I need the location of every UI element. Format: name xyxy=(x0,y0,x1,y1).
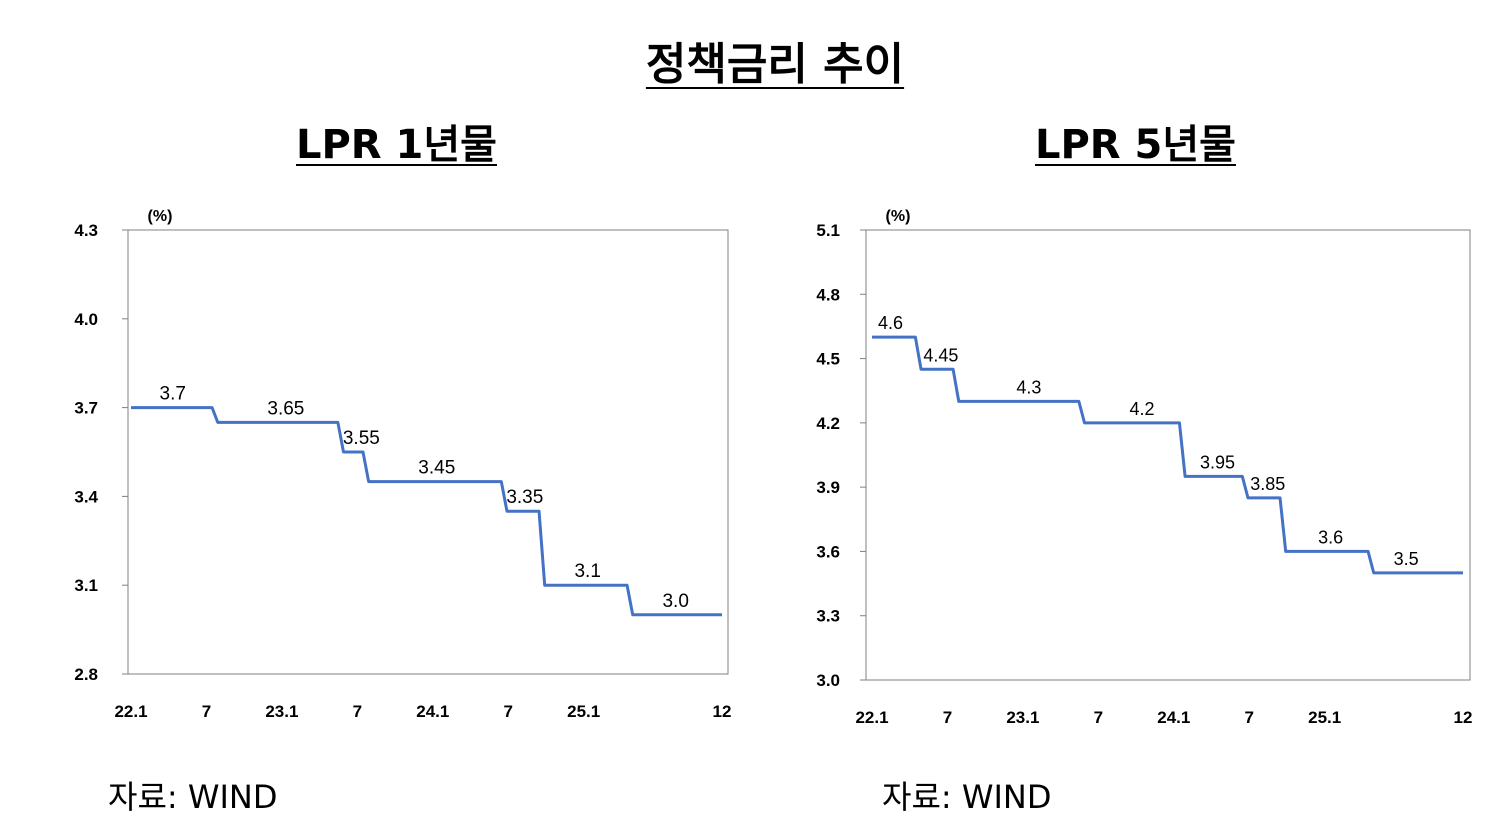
series-line xyxy=(131,406,722,617)
y-tick-label: 4.5 xyxy=(816,350,840,369)
data-label: 3.1 xyxy=(574,561,600,582)
y-tick-label: 4.8 xyxy=(816,285,840,304)
x-tick-label: 7 xyxy=(1094,708,1103,727)
x-tick-label: 22.1 xyxy=(114,702,147,721)
x-tick-label: 7 xyxy=(1244,708,1253,727)
data-label: 3.6 xyxy=(1318,527,1343,547)
x-tick-label: 23.1 xyxy=(1006,708,1039,727)
x-tick-label: 23.1 xyxy=(265,702,298,721)
y-tick-label: 4.2 xyxy=(816,414,840,433)
plot-area-frame xyxy=(127,229,729,675)
x-tick-label: 7 xyxy=(202,702,211,721)
data-label: 4.45 xyxy=(923,345,958,365)
x-tick-label: 25.1 xyxy=(1308,708,1341,727)
y-tick-label: 3.1 xyxy=(74,576,98,595)
page-title-text: 정책금리 추이 xyxy=(645,39,905,90)
source-note-left: 자료: WIND xyxy=(108,778,278,816)
y-tick-label: 3.6 xyxy=(816,542,840,561)
data-label: 3.45 xyxy=(418,458,455,479)
x-tick-label: 7 xyxy=(353,702,362,721)
x-tick-label: 24.1 xyxy=(416,702,449,721)
y-tick-label: 5.1 xyxy=(816,221,840,240)
y-tick-label: 3.9 xyxy=(816,478,840,497)
data-label: 3.7 xyxy=(160,384,186,405)
data-label: 3.65 xyxy=(267,398,304,419)
y-tick-label: 4.3 xyxy=(74,221,98,240)
data-label: 3.85 xyxy=(1250,474,1285,494)
chart-title-text: LPR 5년물 xyxy=(1035,122,1236,168)
data-label: 4.6 xyxy=(878,313,903,333)
y-unit-label: (%) xyxy=(886,208,911,225)
data-label: 4.3 xyxy=(1016,377,1041,397)
data-label: 4.2 xyxy=(1130,399,1155,419)
data-label: 3.5 xyxy=(1394,549,1419,569)
data-label: 3.55 xyxy=(343,428,380,449)
series-line xyxy=(872,335,1463,575)
y-tick-label: 3.3 xyxy=(816,607,840,626)
y-tick-label: 4.0 xyxy=(74,310,98,329)
x-tick-label: 7 xyxy=(503,702,512,721)
y-tick-label: 2.8 xyxy=(74,665,98,684)
x-tick-label: 25.1 xyxy=(567,702,600,721)
x-tick-label: 12 xyxy=(713,702,732,721)
chart-title-lpr-1y: LPR 1년물 xyxy=(296,112,497,170)
x-tick-label: 12 xyxy=(1454,708,1473,727)
x-tick-label: 22.1 xyxy=(855,708,888,727)
page-title: 정책금리 추이 xyxy=(0,28,1500,92)
plot-area-frame xyxy=(865,229,1471,681)
source-note-right: 자료: WIND xyxy=(882,778,1052,816)
chart-title-lpr-5y: LPR 5년물 xyxy=(1035,112,1236,170)
chart-title-text: LPR 1년물 xyxy=(296,122,497,168)
data-label: 3.0 xyxy=(662,591,688,612)
y-tick-label: 3.7 xyxy=(74,399,98,418)
y-tick-label: 3.4 xyxy=(74,487,98,506)
y-unit-label: (%) xyxy=(148,208,173,225)
x-tick-label: 7 xyxy=(943,708,952,727)
data-label: 3.35 xyxy=(506,487,543,508)
x-tick-label: 24.1 xyxy=(1157,708,1190,727)
y-tick-label: 3.0 xyxy=(816,671,840,690)
data-label: 3.95 xyxy=(1200,452,1235,472)
